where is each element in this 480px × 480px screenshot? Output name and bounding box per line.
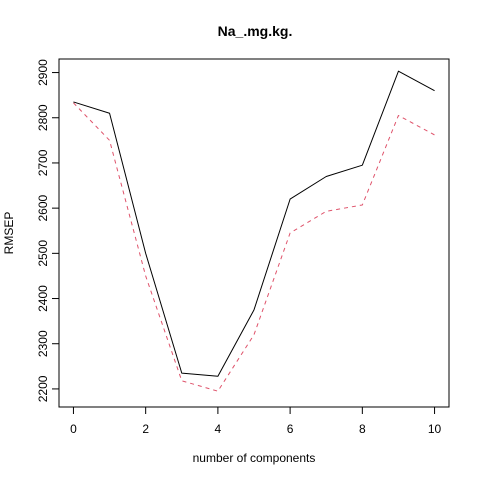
y-axis: 2200 2300 2400 2500 2600 2700 2800 2900 xyxy=(36,59,60,402)
x-tick-label: 6 xyxy=(287,422,294,436)
x-axis: 0 2 4 6 8 10 xyxy=(70,406,442,436)
y-tick-label: 2300 xyxy=(36,330,50,357)
y-tick-label: 2600 xyxy=(36,194,50,221)
chart-title: Na_.mg.kg. xyxy=(218,23,293,39)
plot-box xyxy=(58,58,450,408)
x-tick-label: 8 xyxy=(359,422,366,436)
y-tick-label: 2700 xyxy=(36,149,50,176)
series-line-1 xyxy=(73,70,435,377)
x-axis-label: number of components xyxy=(193,451,316,465)
x-tick-label: 10 xyxy=(428,422,442,436)
y-tick-label: 2400 xyxy=(36,285,50,312)
series-line-2 xyxy=(73,102,435,392)
y-tick-label: 2800 xyxy=(36,104,50,131)
y-axis-label: RMSEP xyxy=(2,212,16,255)
x-tick-label: 2 xyxy=(142,422,149,436)
y-tick-label: 2900 xyxy=(36,59,50,86)
x-tick-label: 4 xyxy=(215,422,222,436)
series-layer xyxy=(73,70,435,392)
y-tick-label: 2500 xyxy=(36,240,50,267)
x-tick-label: 0 xyxy=(70,422,77,436)
y-tick-label: 2200 xyxy=(36,375,50,402)
